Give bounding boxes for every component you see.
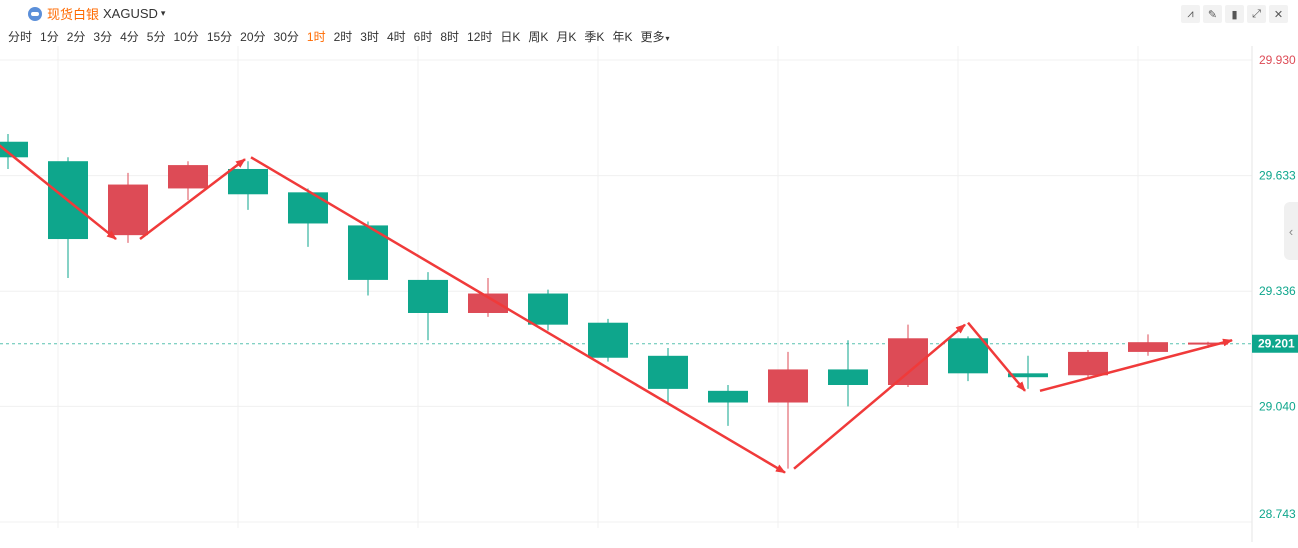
more-periods-dropdown[interactable]: 更多▾ [640,28,669,45]
candle-body [1008,373,1048,378]
y-tick-label: 29.040 [1259,399,1296,413]
period-tab[interactable]: 月K [556,29,577,44]
symbol-selector[interactable]: 现货白银 XAGUSD ▾ [28,4,165,23]
chart-header: 现货白银 XAGUSD ▾ ⩘ ✎ ▮ ⤢ ✕ [0,0,1298,26]
candle-body [288,192,328,224]
pencil-icon: ✎ [1207,8,1218,21]
candle-body [0,141,28,158]
period-tab[interactable]: 1时 [306,29,326,44]
line-chart-icon: ⩘ [1187,7,1194,20]
period-tab[interactable]: 6时 [413,29,433,44]
more-label: 更多 [640,29,665,44]
candlestick-icon: ▮ [1231,8,1238,21]
trend-arrow [0,144,117,241]
period-tab[interactable]: 8时 [440,29,460,44]
candle-body [948,338,988,374]
close-button[interactable]: ✕ [1269,5,1288,23]
y-tick-label: 29.633 [1259,169,1296,183]
period-tab[interactable]: 20分 [240,29,266,44]
period-tab[interactable]: 分时 [8,29,33,44]
period-tab[interactable]: 30分 [273,29,299,44]
candle-body [648,355,688,389]
period-tab[interactable]: 10分 [173,29,199,44]
last-price-label: 29.201 [1258,337,1295,351]
symbol-code: XAGUSD [103,6,158,21]
candle-body [1188,342,1228,345]
period-tab[interactable]: 周K [528,29,549,44]
period-tab[interactable]: 4分 [120,29,139,44]
fullscreen-button[interactable]: ⤢ [1247,5,1266,23]
candle-body [168,165,208,189]
period-tab[interactable]: 12时 [467,29,493,44]
candle-body [708,390,748,403]
trend-arrow [1039,338,1233,393]
chevron-down-icon: ▾ [665,33,670,43]
candlestick-chart[interactable]: 29.930 29.633 29.336 29.040 28.743 29.201 [0,46,1298,542]
candle-body [468,293,508,313]
symbol-name: 现货白银 [47,7,100,22]
toolbar: ⩘ ✎ ▮ ⤢ ✕ [1178,5,1288,23]
period-tab[interactable]: 5分 [146,29,166,44]
period-tabs: 分时 1分 2分 3分 4分 5分 10分 15分 20分 30分 1时 2时 3时 4时 6时 8时 12时日… [0,26,677,46]
fullscreen-icon: ⤢ [1252,7,1261,20]
candle-body [108,184,148,236]
candle-body [1128,342,1168,352]
chevron-left-icon: ‹ [1288,223,1294,239]
last-price-tag [1252,334,1298,353]
period-tab[interactable]: 1分 [40,29,59,44]
chevron-down-icon: ▾ [160,8,166,18]
candle-body [588,322,628,358]
period-tab[interactable]: 日K [500,29,521,44]
period-tab[interactable]: 季K [584,29,605,44]
period-tab[interactable]: 2时 [333,29,353,44]
candle-body [228,168,268,195]
candle-body [768,369,808,403]
period-tab[interactable]: 4时 [386,29,406,44]
candle-body [528,293,568,325]
silver-icon [28,6,42,21]
trend-arrow [793,323,966,470]
trend-arrow [250,156,786,474]
period-tab[interactable]: 3分 [93,29,113,44]
period-tab[interactable]: 2分 [66,29,86,44]
y-tick-label: 29.336 [1259,284,1296,298]
period-tab[interactable]: 3时 [360,29,379,44]
candle-body [828,369,868,385]
period-tab[interactable]: 年K [612,29,633,44]
pencil-button[interactable]: ✎ [1203,5,1222,23]
trend-arrow [967,321,1026,392]
y-tick-label: 28.743 [1259,507,1296,521]
side-panel-toggle[interactable]: ‹ [1284,202,1298,260]
candle-body [1068,351,1108,376]
trend-arrow [139,158,246,241]
close-icon: ✕ [1273,8,1284,21]
line-chart-button[interactable]: ⩘ [1181,5,1200,23]
period-tab[interactable]: 15分 [206,29,233,44]
y-tick-label: 29.930 [1259,53,1296,67]
candlestick-button[interactable]: ▮ [1225,5,1244,23]
candle-body [408,279,448,313]
